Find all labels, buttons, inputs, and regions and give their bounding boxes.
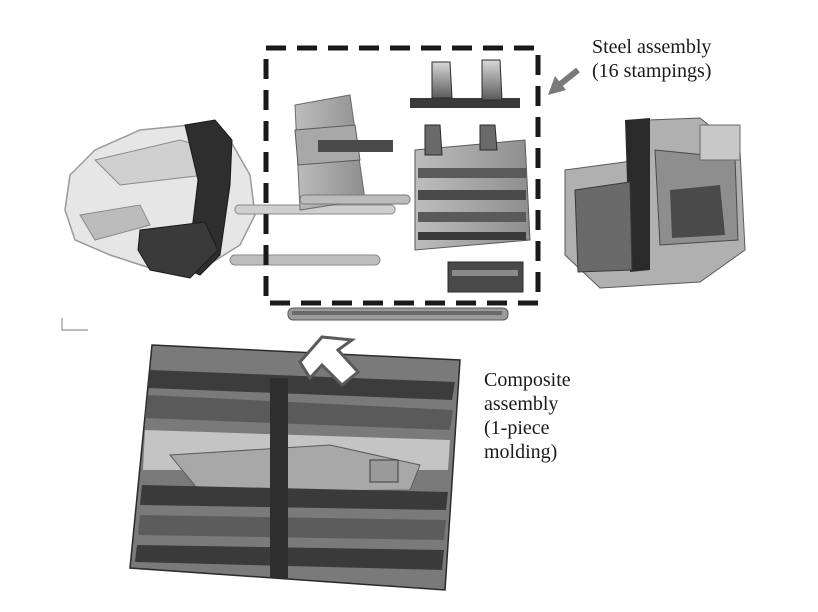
steel-assembly-parts	[287, 59, 531, 321]
composite-label-line3: (1-piece	[484, 417, 550, 439]
steel-label-line1: Steel assembly	[592, 36, 712, 58]
steel-assembly-label: Steel assembly (16 stampings)	[592, 35, 711, 83]
composite-label-line4: molding)	[484, 441, 558, 463]
composite-panel	[129, 344, 461, 591]
steel-pointer-arrow	[548, 67, 580, 95]
up-arrow	[298, 335, 361, 388]
rear-structure	[564, 117, 746, 289]
steel-assembly-frame	[263, 45, 541, 306]
composite-label-line2: assembly	[484, 393, 559, 415]
composite-label-line1: Composite	[484, 369, 571, 391]
steel-label-line2: (16 stampings)	[592, 60, 712, 82]
composite-assembly-label: Composite assembly (1-piece molding)	[484, 368, 571, 464]
